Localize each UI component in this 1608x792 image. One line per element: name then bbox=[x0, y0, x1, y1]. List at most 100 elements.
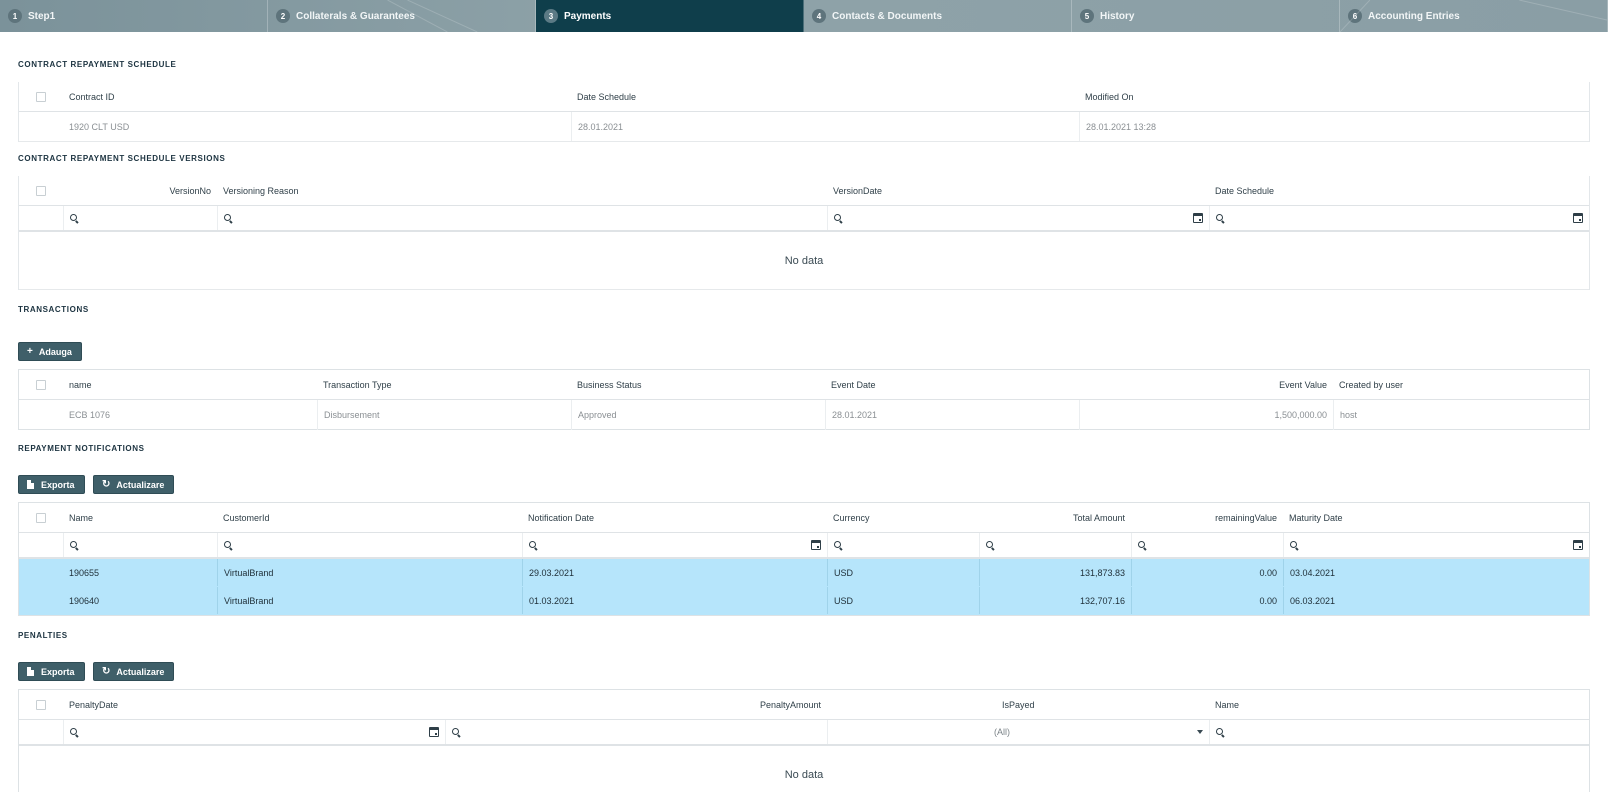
table-row[interactable]: 190640 VirtualBrand 01.03.2021 USD 132,7… bbox=[19, 587, 1589, 615]
transactions-grid: name Transaction Type Business Status Ev… bbox=[18, 369, 1590, 430]
tab-payments[interactable]: 3 Payments bbox=[536, 0, 804, 32]
tab-label: Contacts & Documents bbox=[832, 10, 943, 22]
select-all-checkbox[interactable] bbox=[36, 185, 46, 196]
filter-row bbox=[19, 533, 1589, 559]
filter-row bbox=[19, 206, 1589, 232]
search-icon bbox=[224, 540, 233, 550]
column-header-penalty-date[interactable]: PenaltyDate bbox=[69, 699, 119, 710]
table-row[interactable]: 190655 VirtualBrand 29.03.2021 USD 131,8… bbox=[19, 559, 1589, 587]
export-button-label: Exporta bbox=[41, 666, 75, 677]
plus-icon: + bbox=[27, 345, 33, 357]
file-icon bbox=[27, 667, 34, 676]
transactions-section-title: TRANSACTIONS bbox=[18, 305, 89, 314]
table-header-row: Contract ID Date Schedule Modified On bbox=[19, 82, 1589, 112]
select-all-checkbox[interactable] bbox=[36, 512, 46, 523]
refresh-icon: ↻ bbox=[102, 478, 111, 490]
search-icon bbox=[452, 727, 461, 737]
column-header-event-date[interactable]: Event Date bbox=[831, 379, 876, 390]
column-header-is-payed[interactable]: IsPayed bbox=[1002, 699, 1035, 710]
tab-history[interactable]: 5 History bbox=[1072, 0, 1340, 32]
select-all-checkbox[interactable] bbox=[36, 699, 46, 710]
filter-remaining-value[interactable] bbox=[1131, 533, 1283, 557]
filter-penalty-amount[interactable] bbox=[445, 720, 827, 744]
filter-version-date[interactable] bbox=[827, 206, 1209, 230]
filter-is-payed-select[interactable]: (All) bbox=[827, 720, 1209, 744]
file-icon bbox=[27, 480, 34, 489]
column-header-version-no[interactable]: VersionNo bbox=[169, 185, 211, 196]
column-header-name[interactable]: Name bbox=[69, 512, 94, 523]
table-row[interactable]: ECB 1076 Disbursement Approved 28.01.202… bbox=[19, 400, 1589, 430]
export-penalties-button[interactable]: Exporta bbox=[18, 662, 85, 681]
select-all-checkbox[interactable] bbox=[36, 91, 46, 102]
filter-notification-date[interactable] bbox=[522, 533, 827, 557]
refresh-notifications-button[interactable]: ↻ Actualizare bbox=[93, 475, 175, 494]
tab-collaterals[interactable]: 2 Collaterals & Guarantees bbox=[268, 0, 536, 32]
column-header-date-schedule[interactable]: Date Schedule bbox=[577, 91, 637, 102]
table-header-row: VersionNo Versioning Reason VersionDate … bbox=[19, 176, 1589, 206]
column-header-notification-date[interactable]: Notification Date bbox=[528, 512, 595, 523]
column-header-modified-on[interactable]: Modified On bbox=[1085, 91, 1134, 102]
filter-maturity-date[interactable] bbox=[1283, 533, 1589, 557]
cell-total-amount: 131,873.83 bbox=[979, 559, 1131, 586]
calendar-icon[interactable] bbox=[1573, 213, 1583, 223]
filter-version-no[interactable] bbox=[63, 206, 217, 230]
column-header-name[interactable]: Name bbox=[1215, 699, 1240, 710]
tab-number: 6 bbox=[1348, 9, 1362, 23]
column-header-remaining-value[interactable]: remainingValue bbox=[1215, 512, 1277, 523]
column-header-customer-id[interactable]: CustomerId bbox=[223, 512, 270, 523]
refresh-penalties-button[interactable]: ↻ Actualizare bbox=[93, 662, 175, 681]
search-icon bbox=[70, 727, 79, 737]
calendar-icon[interactable] bbox=[1573, 540, 1583, 550]
column-header-event-value[interactable]: Event Value bbox=[1279, 379, 1327, 390]
column-header-created-by-user[interactable]: Created by user bbox=[1339, 379, 1404, 390]
search-icon bbox=[224, 213, 233, 223]
tab-label: Collaterals & Guarantees bbox=[296, 10, 415, 22]
column-header-transaction-type[interactable]: Transaction Type bbox=[323, 379, 392, 390]
filter-total-amount[interactable] bbox=[979, 533, 1131, 557]
export-notifications-button[interactable]: Exporta bbox=[18, 475, 85, 494]
cell-created-by-user: host bbox=[1333, 400, 1587, 430]
cell-total-amount: 132,707.16 bbox=[979, 587, 1131, 614]
cell-currency: USD bbox=[827, 559, 979, 586]
is-payed-dropdown[interactable]: (All) bbox=[834, 727, 1203, 737]
select-all-cell bbox=[19, 91, 63, 102]
column-header-versioning-reason[interactable]: Versioning Reason bbox=[223, 185, 299, 196]
column-header-date-schedule[interactable]: Date Schedule bbox=[1215, 185, 1275, 196]
column-header-total-amount[interactable]: Total Amount bbox=[1072, 512, 1125, 523]
filter-name[interactable] bbox=[63, 533, 217, 557]
filter-currency[interactable] bbox=[827, 533, 979, 557]
select-all-checkbox[interactable] bbox=[36, 379, 46, 390]
tab-label: History bbox=[1100, 10, 1135, 22]
tab-step1[interactable]: 1 Step1 bbox=[0, 0, 268, 32]
filter-penalty-date[interactable] bbox=[63, 720, 445, 744]
filter-versioning-reason[interactable] bbox=[217, 206, 827, 230]
tab-contacts-documents[interactable]: 4 Contacts & Documents bbox=[804, 0, 1072, 32]
cell-remaining-value: 0.00 bbox=[1131, 587, 1283, 614]
tab-label: Accounting Entries bbox=[1368, 10, 1460, 22]
calendar-icon[interactable] bbox=[811, 540, 821, 550]
column-header-contract-id[interactable]: Contract ID bbox=[69, 91, 115, 102]
column-header-maturity-date[interactable]: Maturity Date bbox=[1289, 512, 1343, 523]
filter-customer-id[interactable] bbox=[217, 533, 522, 557]
table-row[interactable]: 1920 CLT USD 28.01.2021 28.01.2021 13:28 bbox=[19, 112, 1589, 142]
search-icon bbox=[834, 213, 843, 223]
column-header-penalty-amount[interactable]: PenaltyAmount bbox=[759, 699, 821, 710]
column-header-currency[interactable]: Currency bbox=[833, 512, 870, 523]
tab-accounting-entries[interactable]: 6 Accounting Entries bbox=[1340, 0, 1608, 32]
calendar-icon[interactable] bbox=[429, 727, 439, 737]
cell-currency: USD bbox=[827, 587, 979, 614]
cell-notification-date: 01.03.2021 bbox=[522, 587, 827, 614]
penalties-section-title: PENALTIES bbox=[18, 631, 68, 640]
add-transaction-button[interactable]: + Adauga bbox=[18, 342, 82, 361]
calendar-icon[interactable] bbox=[1193, 213, 1203, 223]
filter-date-schedule[interactable] bbox=[1209, 206, 1589, 230]
search-icon bbox=[529, 540, 538, 550]
search-icon bbox=[70, 213, 79, 223]
notifications-grid: Name CustomerId Notification Date Curren… bbox=[18, 502, 1590, 616]
column-header-name[interactable]: name bbox=[69, 379, 92, 390]
column-header-version-date[interactable]: VersionDate bbox=[833, 185, 883, 196]
versions-grid: VersionNo Versioning Reason VersionDate … bbox=[18, 176, 1590, 290]
filter-name[interactable] bbox=[1209, 720, 1589, 744]
column-header-business-status[interactable]: Business Status bbox=[577, 379, 642, 390]
cell-contract-id: 1920 CLT USD bbox=[69, 121, 130, 132]
